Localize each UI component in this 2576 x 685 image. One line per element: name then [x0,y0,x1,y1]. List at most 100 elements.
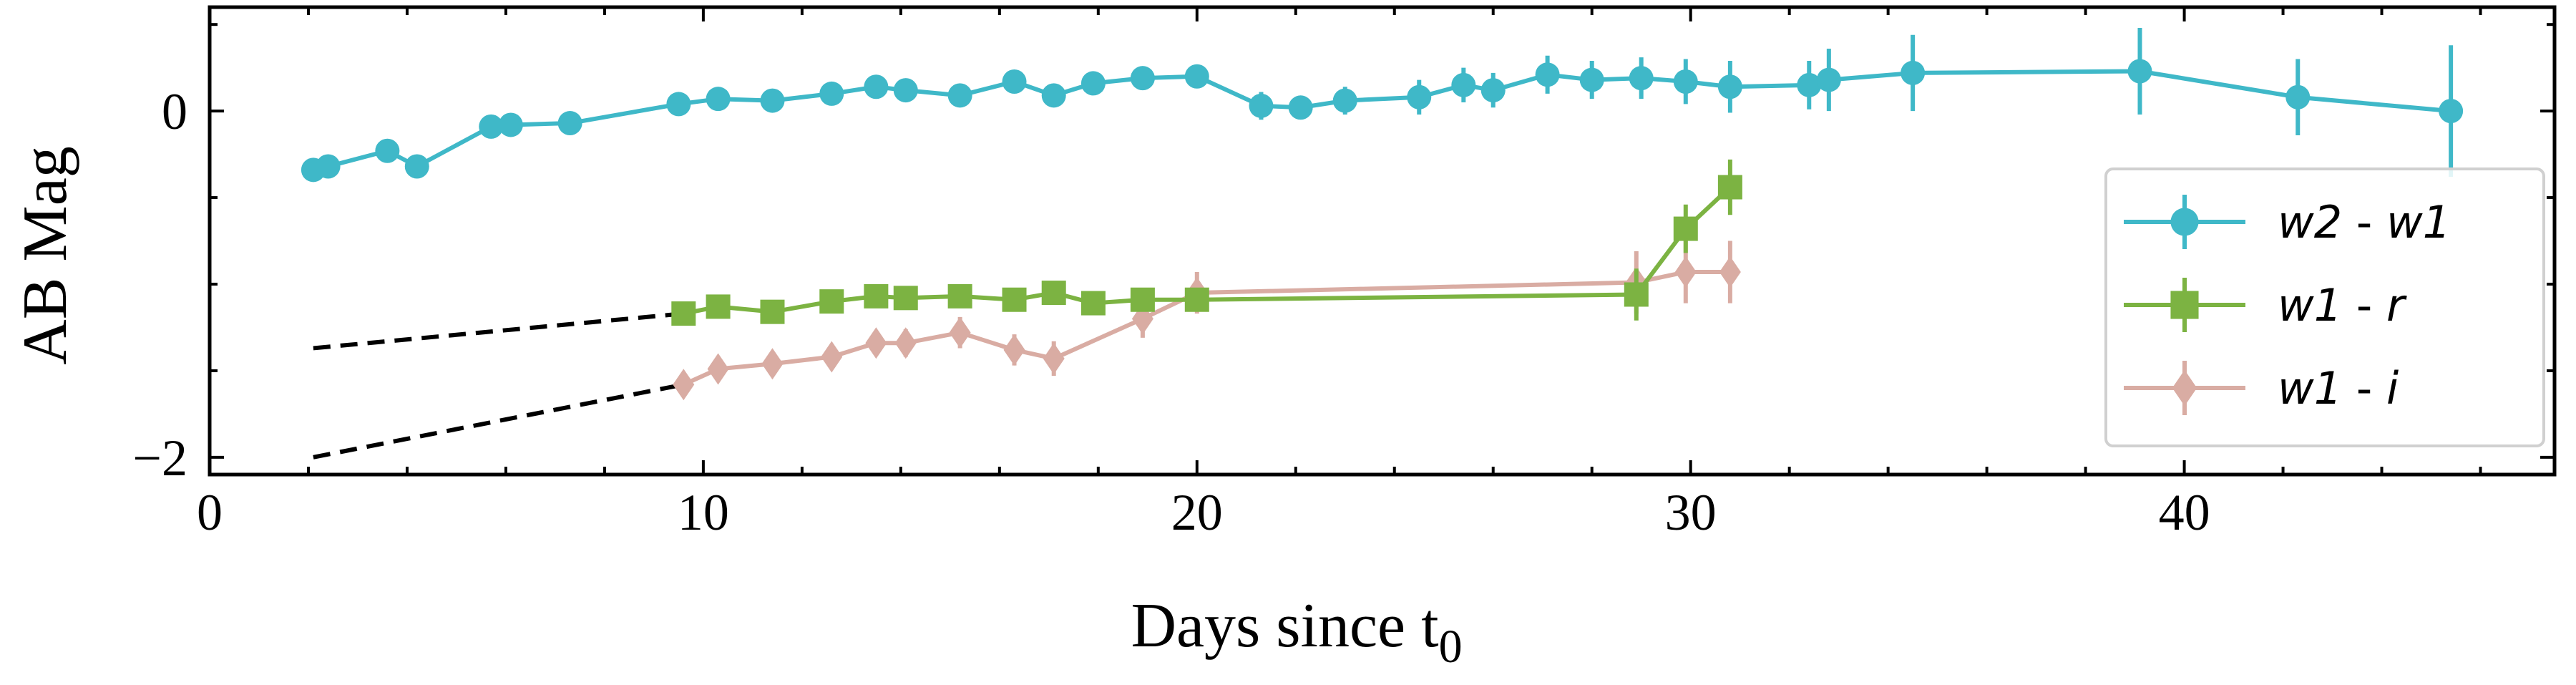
data-point [947,83,972,108]
x-tick-label: 20 [1171,484,1223,541]
y-tick-label: 0 [162,83,187,140]
legend-entry-3: w1 - i [2124,361,2399,415]
data-point [1797,72,1822,97]
data-point [1717,74,1742,99]
data-point [404,154,429,179]
data-point [894,327,917,359]
data-point [1130,287,1155,312]
x-tick-label: 30 [1665,484,1717,541]
data-point [1002,69,1027,94]
legend-label-part: - [2342,196,2386,248]
series-3 [673,241,1741,401]
data-point [864,74,889,99]
legend-box [2104,167,2545,447]
data-point [1041,281,1066,306]
data-point [1080,291,1106,316]
data-point [1249,93,1274,118]
x-axis-title-subscript: 0 [1439,621,1463,673]
data-point [2127,59,2152,84]
data-point [761,348,784,380]
data-point [1717,175,1742,200]
axes [208,5,2557,477]
data-point [819,81,844,106]
data-point [1041,83,1066,108]
data-point [1184,64,1209,89]
x-tick-label: 40 [2159,484,2210,541]
legend-label-part: w1 [2386,196,2451,248]
data-point [821,341,843,373]
data-point [2439,99,2464,124]
data-point [557,111,582,136]
data-point [1332,88,1357,113]
data-point [479,114,504,139]
data-point [760,299,785,324]
data-point [706,294,731,319]
data-point [893,286,918,311]
data-point [671,301,696,326]
data-point [1080,71,1106,96]
data-point [673,369,695,401]
data-point [947,283,972,309]
data-point [1288,95,1313,120]
data-point [1002,287,1027,312]
data-point [819,289,844,314]
legend-label-part: - [2342,362,2386,414]
data-point [1451,72,1476,97]
data-point [1579,67,1604,92]
data-point [1130,66,1155,91]
legend-entry-1: w2 - w1 [2124,195,2451,249]
legend-label-part: w1 [2278,362,2342,414]
data-point [1407,84,1432,110]
x-axis-title: Days since t0 [1131,591,1462,673]
data-point [1901,60,1926,85]
data-point [1624,282,1649,307]
legend-marker [2170,291,2199,319]
extrapolation-line-1 [313,311,684,351]
data-point [864,283,889,309]
legend-label: w1 - r [2278,279,2407,331]
legend-marker [2172,369,2197,407]
y-axis-title: AB Mag [11,146,80,365]
data-point [1816,67,1841,92]
data-point [707,353,729,385]
legend-label: w1 - i [2278,362,2399,414]
data-point [375,138,400,163]
legend-label-part: w1 [2278,279,2342,331]
data-point [1674,256,1697,288]
data-point [760,88,785,113]
data-point [1184,287,1209,312]
data-point [1719,256,1741,288]
axes-frame [208,5,2557,477]
data-point [1673,216,1698,241]
data-point [1043,342,1065,374]
data-point [865,327,887,359]
legend-label-part: w2 [2278,196,2342,248]
data-point [1003,334,1025,366]
data-point [893,78,918,103]
legend-label-part: i [2386,362,2399,414]
x-tick-label: 0 [197,484,223,541]
legend-marker [2170,208,2199,236]
data-point [316,154,341,179]
data-point [1480,78,1506,103]
tick-labels: 0 10 20 30 400−2 [132,83,2210,541]
data-point [1535,62,1560,87]
plot-area [301,28,2464,460]
series-2 [671,159,1742,326]
data-point [666,92,691,117]
data-point [706,87,731,112]
data-point [1673,69,1698,94]
series-1 [301,28,2464,183]
extrapolation-line-2 [313,382,684,460]
legend-label-part: - [2342,279,2386,331]
data-point [498,112,523,137]
y-tick-label: −2 [132,429,187,487]
data-point [2285,84,2311,110]
data-point [1629,66,1654,91]
legend-label: w2 - w1 [2278,196,2451,248]
legend-entry-2: w1 - r [2124,278,2407,332]
x-tick-label: 10 [678,484,729,541]
data-point [949,316,971,349]
